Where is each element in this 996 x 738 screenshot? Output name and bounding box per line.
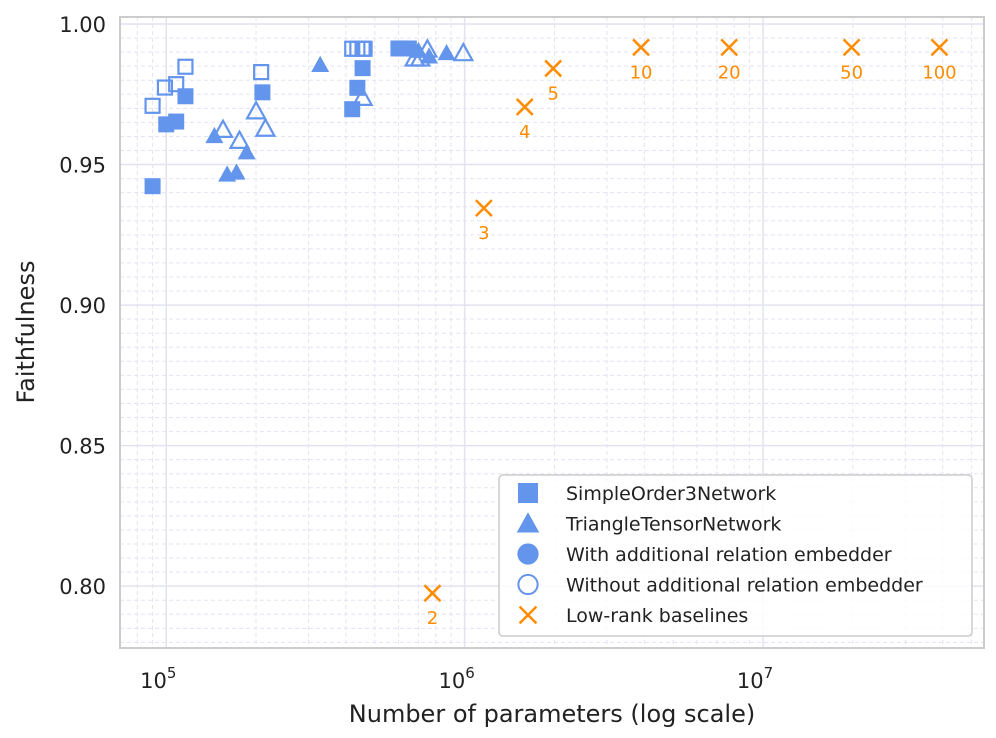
legend-entry-label: Without additional relation embedder xyxy=(566,575,923,597)
triangle-filled-point xyxy=(227,163,246,180)
baseline-rank-label: 50 xyxy=(840,62,863,83)
legend-marker xyxy=(516,512,540,533)
legend-marker xyxy=(517,543,539,565)
square-hollow-point xyxy=(144,97,161,114)
y-tick-label: 0.85 xyxy=(59,435,106,459)
square-hollow-point xyxy=(253,63,270,81)
triangle-hollow-point xyxy=(416,38,439,58)
baseline-point xyxy=(842,38,861,57)
y-axis-ticks: 0.80 0.85 0.90 0.95 1.00 xyxy=(59,13,106,599)
baseline-point xyxy=(515,98,534,116)
baseline-rank-label: 4 xyxy=(519,122,530,143)
legend-marker xyxy=(518,483,538,503)
x-axis-title: Number of parameters (log scale) xyxy=(349,700,755,728)
baseline-point xyxy=(544,59,563,78)
square-filled-point xyxy=(168,113,185,130)
square-hollow-point xyxy=(156,79,174,96)
plot-frame xyxy=(119,16,985,649)
baseline-rank-label: 2 xyxy=(427,608,438,629)
baseline-point xyxy=(474,199,493,218)
data-points: 2 3 45 10 20 50 100 xyxy=(144,38,957,629)
x-tick-label: 105 xyxy=(140,664,176,693)
legend-marker xyxy=(517,573,539,596)
triangle-filled-point xyxy=(237,143,256,160)
legend-box xyxy=(498,474,973,637)
triangle-hollow-point xyxy=(254,117,277,137)
square-filled-point xyxy=(144,178,161,195)
baseline-rank-label: 20 xyxy=(718,62,741,83)
legend-entry-label: Low-rank baselines xyxy=(566,605,748,627)
baseline-rank-label: 100 xyxy=(922,62,956,83)
baseline-point xyxy=(930,38,949,57)
square-filled-point xyxy=(354,60,371,77)
y-tick-label: 1.00 xyxy=(59,13,106,37)
square-filled-point xyxy=(254,84,271,101)
triangle-hollow-point xyxy=(351,86,374,106)
square-hollow-point xyxy=(356,40,373,57)
x-tick-label: 106 xyxy=(439,664,475,693)
legend: SimpleOrder3Network TriangleTensorNetwork… xyxy=(498,474,973,637)
legend-entry-label: With additional relation embedder xyxy=(566,544,892,566)
x-axis-ticks: 105 106 107 xyxy=(140,664,773,693)
baseline-point xyxy=(720,38,739,57)
legend-entry-label: SimpleOrder3Network xyxy=(566,483,776,505)
baseline-point xyxy=(632,38,650,57)
square-hollow-point xyxy=(177,58,194,75)
triangle-filled-point xyxy=(311,55,330,72)
triangle-hollow-point xyxy=(245,99,267,120)
legend-marker xyxy=(518,605,538,625)
x-tick-label: 107 xyxy=(737,664,773,693)
baseline-rank-label: 10 xyxy=(630,62,653,83)
triangle-hollow-point xyxy=(212,118,234,139)
triangle-filled-point xyxy=(437,43,456,61)
baseline-rank-label: 3 xyxy=(478,223,489,244)
baseline-point xyxy=(423,584,442,603)
baseline-rank-label: 5 xyxy=(547,83,558,104)
legend-entry-label: TriangleTensorNetwork xyxy=(565,514,781,536)
square-hollow-point xyxy=(168,76,185,93)
square-filled-point xyxy=(344,101,361,118)
y-tick-label: 0.90 xyxy=(59,294,106,318)
triangle-hollow-point xyxy=(452,41,475,62)
y-tick-label: 0.95 xyxy=(59,154,106,178)
y-tick-label: 0.80 xyxy=(59,575,106,599)
triangle-hollow-point xyxy=(228,129,251,149)
y-axis-title: Faithfulness xyxy=(12,261,40,404)
